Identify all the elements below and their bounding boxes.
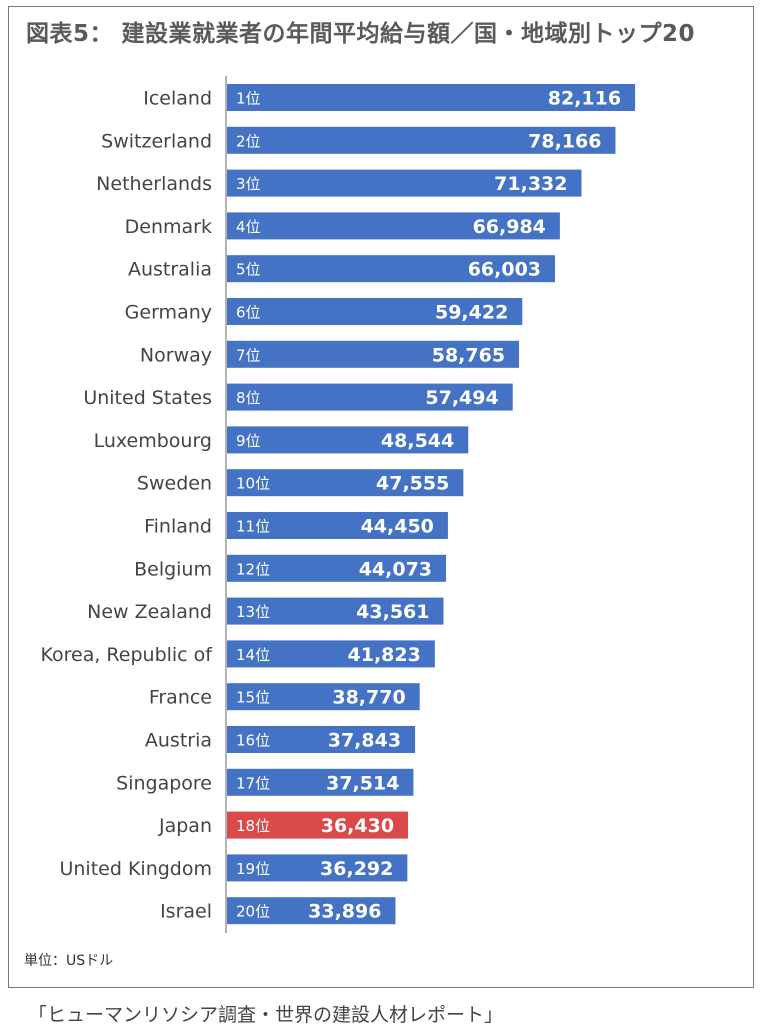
rank-label: 9位 [236,432,261,450]
rank-label: 10位 [236,475,270,493]
rank-label: 14位 [236,646,270,664]
value-label: 82,116 [548,88,621,110]
source-note: 「ヒューマンリソシア調査・世界の建設人材レポート」 [28,1004,504,1026]
rank-label: 6位 [236,304,261,322]
bar-new-zealand [227,597,444,625]
category-label: Iceland [143,88,212,110]
value-label: 36,430 [321,815,394,837]
rank-label: 12位 [236,560,270,578]
value-label: 44,450 [361,516,434,538]
category-label: Switzerland [101,130,212,152]
bar-germany [227,298,523,325]
bar-korea-republic-of [227,640,435,668]
bar-singapore [227,768,414,796]
bar-belgium [227,554,447,582]
unit-note: 単位：USドル [24,953,114,969]
rank-label: 20位 [236,903,270,921]
category-label: New Zealand [87,601,212,623]
category-label: France [149,687,212,709]
bar-switzerland [227,126,616,154]
value-label: 66,003 [468,259,541,281]
category-label: Israel [160,901,212,923]
bar-sweden [227,469,464,497]
category-label: Germany [125,302,212,324]
bar-united-states [227,383,513,411]
rank-label: 11位 [236,518,270,536]
bar-united-kingdom [227,854,408,882]
bar-australia [227,255,556,283]
category-label: Singapore [116,772,212,794]
value-label: 59,422 [435,302,508,324]
rank-label: 19位 [236,860,270,878]
category-label: Korea, Republic of [40,644,213,666]
category-label: Netherlands [96,173,212,195]
category-label: Austria [145,730,212,752]
value-label: 36,292 [320,858,393,880]
bar-iceland [227,84,636,111]
category-label: Belgium [134,558,212,580]
rank-label: 17位 [236,774,270,792]
rank-label: 5位 [236,261,261,279]
value-label: 43,561 [356,601,429,623]
chart-title: 図表5： 建設業就業者の年間平均給与額／国・地域別トップ20 [26,21,696,47]
value-label: 66,984 [473,216,546,238]
rank-label: 18位 [236,817,270,835]
value-label: 57,494 [425,387,498,409]
bar-netherlands [227,169,582,197]
value-label: 71,332 [494,173,567,195]
rank-label: 13位 [236,603,270,621]
rank-label: 2位 [236,132,261,150]
bar-denmark [227,212,560,240]
rank-label: 4位 [236,218,261,236]
bar-luxembourg [227,426,469,454]
category-label: United Kingdom [59,858,212,880]
value-label: 37,843 [328,730,401,752]
value-label: 48,544 [381,430,454,452]
value-label: 38,770 [332,687,405,709]
bar-austria [227,726,416,753]
rank-label: 15位 [236,689,270,707]
value-label: 41,823 [348,644,421,666]
bar-france [227,683,420,711]
category-label: United States [83,387,212,409]
category-label: Australia [128,259,212,281]
category-label: Finland [144,516,212,538]
bar-israel [227,897,396,925]
rank-label: 16位 [236,732,270,750]
category-label: Luxembourg [94,430,212,452]
value-label: 37,514 [326,772,399,794]
category-label: Sweden [137,473,212,495]
category-label: Japan [158,815,212,837]
rank-label: 8位 [236,389,261,407]
value-label: 58,765 [432,344,505,366]
value-label: 47,555 [376,473,449,495]
bar-norway [227,340,520,368]
value-label: 44,073 [359,558,432,580]
value-label: 78,166 [528,130,601,152]
bar-japan [227,811,409,839]
bar-finland [227,512,448,539]
rank-label: 1位 [236,90,261,108]
category-label: Norway [140,344,212,366]
rank-label: 3位 [236,175,261,193]
value-label: 33,896 [308,901,381,923]
rank-label: 7位 [236,346,261,364]
category-label: Denmark [125,216,212,238]
